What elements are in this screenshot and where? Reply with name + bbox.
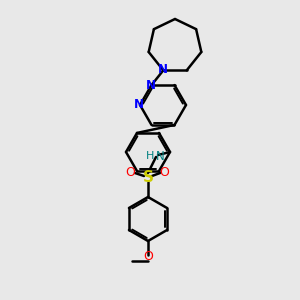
Text: N: N: [156, 149, 165, 163]
Text: N: N: [134, 98, 144, 112]
Text: O: O: [125, 167, 135, 179]
Text: H: H: [146, 151, 154, 161]
Text: N: N: [158, 63, 168, 76]
Text: O: O: [159, 167, 169, 179]
Text: N: N: [146, 79, 155, 92]
Text: O: O: [143, 250, 153, 263]
Text: S: S: [142, 169, 154, 184]
